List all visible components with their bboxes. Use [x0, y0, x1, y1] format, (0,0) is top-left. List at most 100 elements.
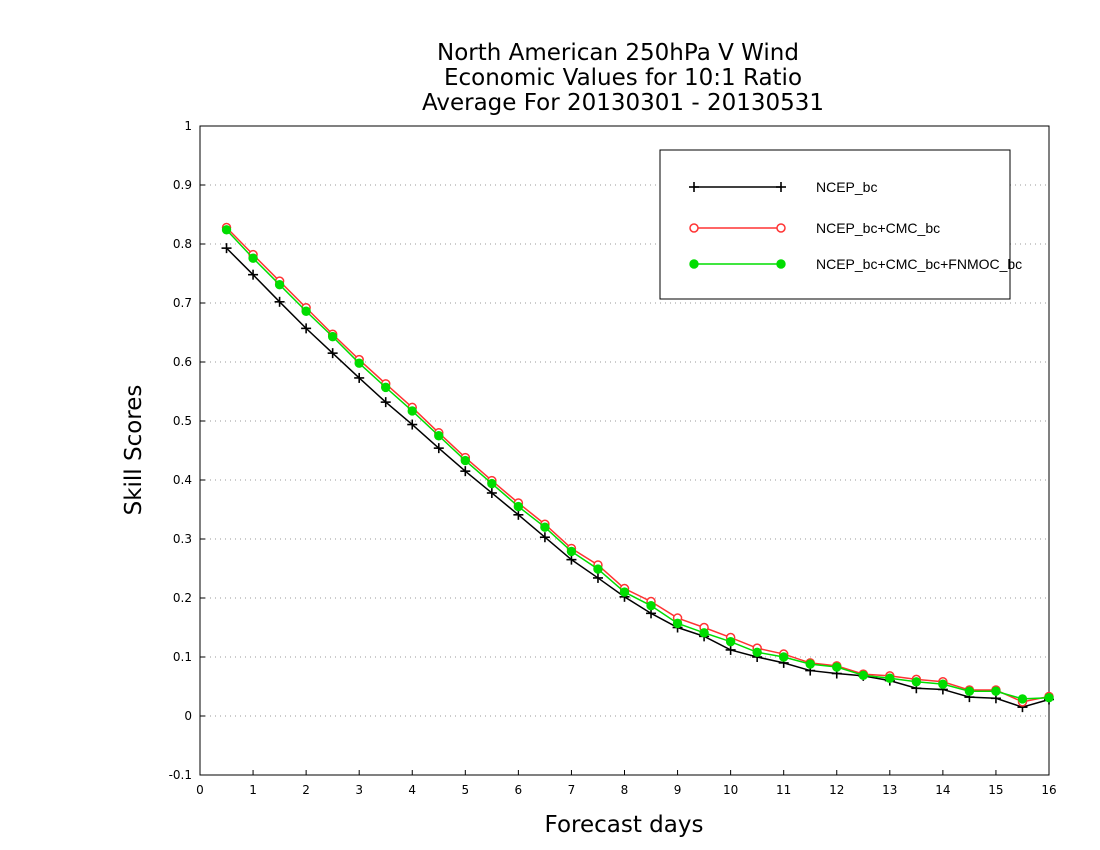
chart-title-line-1: North American 250hPa V Wind	[437, 40, 799, 66]
series-ncep-bc	[221, 243, 1054, 713]
data-point-plus	[689, 182, 699, 192]
data-point-filled-circle	[964, 686, 975, 696]
y-tick-label: 0.9	[173, 178, 192, 192]
data-point-filled-circle	[434, 431, 444, 441]
data-point-plus	[327, 348, 338, 359]
chart-title-line-3: Average For 20130301 - 20130531	[422, 90, 824, 116]
data-point-plus	[566, 554, 577, 565]
data-point-plus	[407, 419, 418, 430]
data-point-filled-circle	[699, 628, 709, 638]
data-point-filled-circle	[752, 647, 762, 657]
legend-label: NCEP_bc	[816, 179, 877, 195]
data-point-filled-circle	[327, 331, 338, 342]
data-point-filled-circle	[991, 686, 1001, 696]
legend-item: NCEP_bc+CMC_bc+FNMOC_bc	[689, 256, 1022, 272]
data-point-plus	[539, 532, 550, 543]
legend-label: NCEP_bc+CMC_bc	[816, 220, 940, 236]
y-tick-label: 0.2	[173, 591, 192, 605]
data-point-filled-circle	[301, 306, 311, 316]
data-point-filled-circle	[566, 546, 577, 557]
y-tick-label: 0.3	[173, 532, 192, 546]
x-tick-label: 13	[882, 783, 897, 797]
x-tick-label: 11	[776, 783, 791, 797]
data-point-plus	[274, 296, 285, 307]
data-point-filled-circle	[221, 225, 232, 235]
x-tick-label: 0	[196, 783, 204, 797]
data-point-filled-circle	[1044, 693, 1054, 703]
data-point-filled-circle	[1017, 694, 1028, 704]
data-point-filled-circle	[911, 677, 922, 687]
data-point-plus	[301, 323, 312, 334]
x-tick-label: 15	[988, 783, 1003, 797]
data-point-filled-circle	[619, 587, 630, 597]
y-axis-title: Skill Scores	[121, 385, 147, 516]
data-point-plus	[460, 466, 471, 477]
data-series	[221, 222, 1054, 713]
data-point-plus	[486, 487, 497, 498]
chart-title: North American 250hPa V Wind Economic Va…	[422, 40, 824, 116]
y-tick-label: -0.1	[169, 768, 192, 782]
x-tick-label: 7	[568, 783, 576, 797]
y-tick-label: 0.1	[173, 650, 192, 664]
data-point-filled-circle	[672, 618, 683, 629]
series-ncep-bc-cmc-bc-fnmoc-bc	[221, 225, 1054, 704]
y-tick-label: 1	[184, 119, 192, 133]
x-tick-label: 8	[621, 783, 629, 797]
data-point-filled-circle	[381, 382, 391, 393]
data-point-plus	[433, 443, 444, 454]
x-tick-label: 5	[461, 783, 469, 797]
data-point-filled-circle	[885, 673, 895, 683]
x-tick-label: 6	[515, 783, 523, 797]
data-point-filled-circle	[354, 358, 364, 368]
data-point-filled-circle	[689, 259, 699, 269]
data-point-filled-circle	[858, 670, 868, 680]
x-tick-label: 16	[1041, 783, 1056, 797]
x-tick-label: 4	[408, 783, 416, 797]
data-point-plus	[776, 182, 786, 192]
y-tick-label: 0	[184, 709, 192, 723]
y-tick-label: 0.4	[173, 473, 192, 487]
series-line	[226, 247, 1050, 708]
x-tick-label: 10	[723, 783, 738, 797]
data-point-filled-circle	[646, 600, 656, 611]
data-point-filled-circle	[832, 662, 842, 672]
x-tick-label: 3	[355, 783, 363, 797]
legend-item: NCEP_bc	[689, 179, 877, 195]
data-point-filled-circle	[487, 478, 497, 489]
data-point-filled-circle	[938, 679, 948, 689]
data-point-filled-circle	[274, 280, 285, 290]
data-point-filled-circle	[513, 501, 524, 512]
x-axis-title: Forecast days	[545, 812, 704, 838]
legend: NCEP_bc NCEP_bc+CMC_bc NCEP_bc+CMC_bc+FNMO…	[659, 149, 1022, 300]
data-point-plus	[248, 269, 259, 280]
x-tick-label: 9	[674, 783, 682, 797]
data-point-filled-circle	[407, 406, 417, 416]
data-point-plus	[221, 243, 232, 254]
data-point-filled-circle	[778, 652, 789, 662]
data-point-filled-circle	[460, 455, 471, 466]
x-tick-label: 12	[829, 783, 844, 797]
axis-ticks: -0.100.10.20.30.40.50.60.70.80.910 1 2 3 4 5 6…	[169, 119, 1057, 797]
x-tick-label: 14	[935, 783, 950, 797]
x-tick-label: 2	[302, 783, 310, 797]
data-point-plus	[380, 397, 391, 408]
x-tick-label: 1	[249, 783, 257, 797]
data-point-filled-circle	[805, 659, 815, 669]
chart-title-line-2: Economic Values for 10:1 Ratio	[444, 65, 802, 91]
data-point-plus	[725, 644, 736, 655]
legend-label: NCEP_bc+CMC_bc+FNMOC_bc	[816, 256, 1022, 272]
series-line	[225, 229, 1050, 700]
y-tick-label: 0.8	[173, 237, 192, 251]
data-point-open-circle	[776, 223, 786, 233]
y-tick-label: 0.5	[173, 414, 192, 428]
data-point-filled-circle	[776, 259, 786, 269]
legend-box	[659, 149, 1011, 300]
y-tick-label: 0.7	[173, 296, 192, 310]
data-point-filled-circle	[725, 636, 736, 647]
y-tick-label: 0.6	[173, 355, 192, 369]
legend-item: NCEP_bc+CMC_bc	[689, 220, 940, 236]
data-point-plus	[592, 572, 603, 583]
data-point-plus	[513, 509, 524, 520]
data-point-filled-circle	[540, 522, 550, 532]
